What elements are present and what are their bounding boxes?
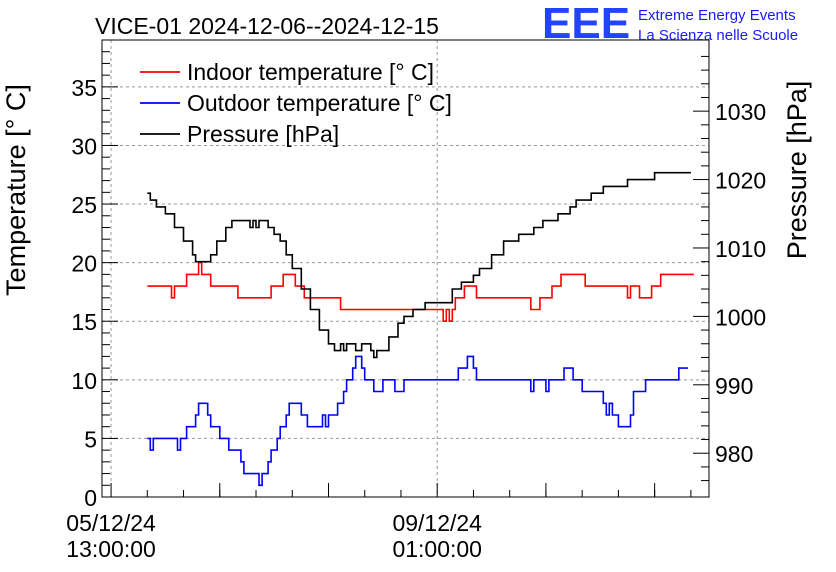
y-tick-label: 30 [71,133,97,159]
grid-lines [102,40,709,497]
logo-line-1: Extreme Energy Events [638,7,796,24]
plot-frame [101,39,710,498]
chart-title: VICE-01 2024-12-06--2024-12-15 [95,13,439,39]
y2-tick-label: 1020 [715,168,766,194]
y2-tick-label: 980 [715,441,753,467]
y-tick-label: 25 [71,192,97,218]
series-line-outdoor [147,355,688,487]
y-tick-label: 35 [71,75,97,101]
y-tick-label: 5 [84,426,97,452]
y2-axis-label: Pressure [hPa] [782,81,812,260]
x-tick-label-time: 01:00:00 [392,536,482,562]
x-tick-label-date: 05/12/24 [66,510,156,536]
y-axis-label: Temperature [° C] [1,84,31,296]
y-tick-label: 0 [84,485,97,511]
x-tick-label-date: 09/12/24 [392,510,482,536]
logo-line-2: La Scienza nelle Scuole [638,27,798,44]
eee-logo: EEE Extreme Energy Events La Scienza nel… [542,0,798,48]
y2-tick-label: 990 [715,373,753,399]
legend: Indoor temperature [° C] Outdoor temperat… [140,59,452,147]
series-layer [147,171,694,487]
y-tick-label: 10 [71,368,97,394]
y2-tick-label: 1010 [715,236,766,262]
legend-label: Indoor temperature [° C] [187,59,434,85]
y2-tick-label: 1000 [715,304,766,330]
x-tick-label-time: 13:00:00 [66,536,156,562]
axis-ticks: 0 5 10 15 20 25 30 35 980 990 1000 1010 1020 1030 05/1… [66,39,766,562]
series-line-indoor [147,261,694,322]
legend-label: Pressure [hPa] [187,121,339,147]
series-line-pressure [147,171,691,359]
eee-logo-mark: EEE [542,0,630,48]
y-tick-label: 15 [71,309,97,335]
legend-label: Outdoor temperature [° C] [187,90,452,116]
y-tick-label: 20 [71,251,97,277]
y2-tick-label: 1030 [715,99,766,125]
